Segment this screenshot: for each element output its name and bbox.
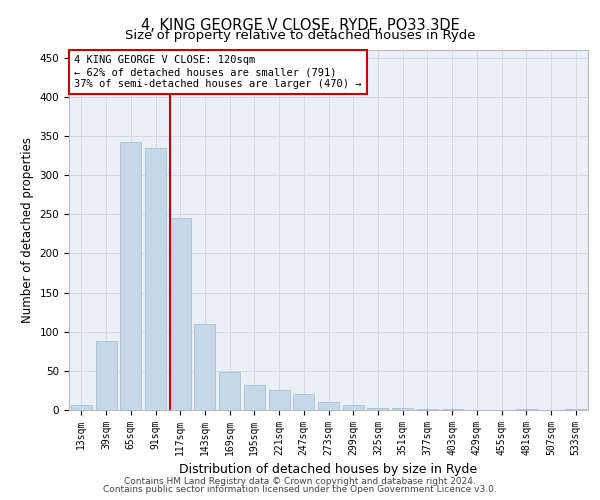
Text: 4, KING GEORGE V CLOSE, RYDE, PO33 3DE: 4, KING GEORGE V CLOSE, RYDE, PO33 3DE bbox=[140, 18, 460, 32]
Bar bbox=[516, 409, 537, 410]
Bar bbox=[442, 409, 463, 410]
Text: Contains HM Land Registry data © Crown copyright and database right 2024.: Contains HM Land Registry data © Crown c… bbox=[124, 477, 476, 486]
Bar bbox=[565, 409, 586, 410]
Y-axis label: Number of detached properties: Number of detached properties bbox=[21, 137, 34, 323]
Bar bbox=[95, 341, 116, 410]
Text: 4 KING GEORGE V CLOSE: 120sqm
← 62% of detached houses are smaller (791)
37% of : 4 KING GEORGE V CLOSE: 120sqm ← 62% of d… bbox=[74, 56, 362, 88]
Bar bbox=[219, 372, 240, 410]
Bar bbox=[392, 408, 413, 410]
Bar bbox=[194, 324, 215, 410]
X-axis label: Distribution of detached houses by size in Ryde: Distribution of detached houses by size … bbox=[179, 464, 478, 476]
Bar bbox=[367, 408, 388, 410]
Text: Size of property relative to detached houses in Ryde: Size of property relative to detached ho… bbox=[125, 29, 475, 42]
Bar bbox=[71, 406, 92, 410]
Bar bbox=[343, 406, 364, 410]
Bar bbox=[318, 402, 339, 410]
Bar bbox=[120, 142, 141, 410]
Bar bbox=[244, 385, 265, 410]
Text: Contains public sector information licensed under the Open Government Licence v3: Contains public sector information licen… bbox=[103, 484, 497, 494]
Bar bbox=[145, 148, 166, 410]
Bar bbox=[417, 409, 438, 410]
Bar bbox=[269, 390, 290, 410]
Bar bbox=[293, 394, 314, 410]
Bar bbox=[170, 218, 191, 410]
